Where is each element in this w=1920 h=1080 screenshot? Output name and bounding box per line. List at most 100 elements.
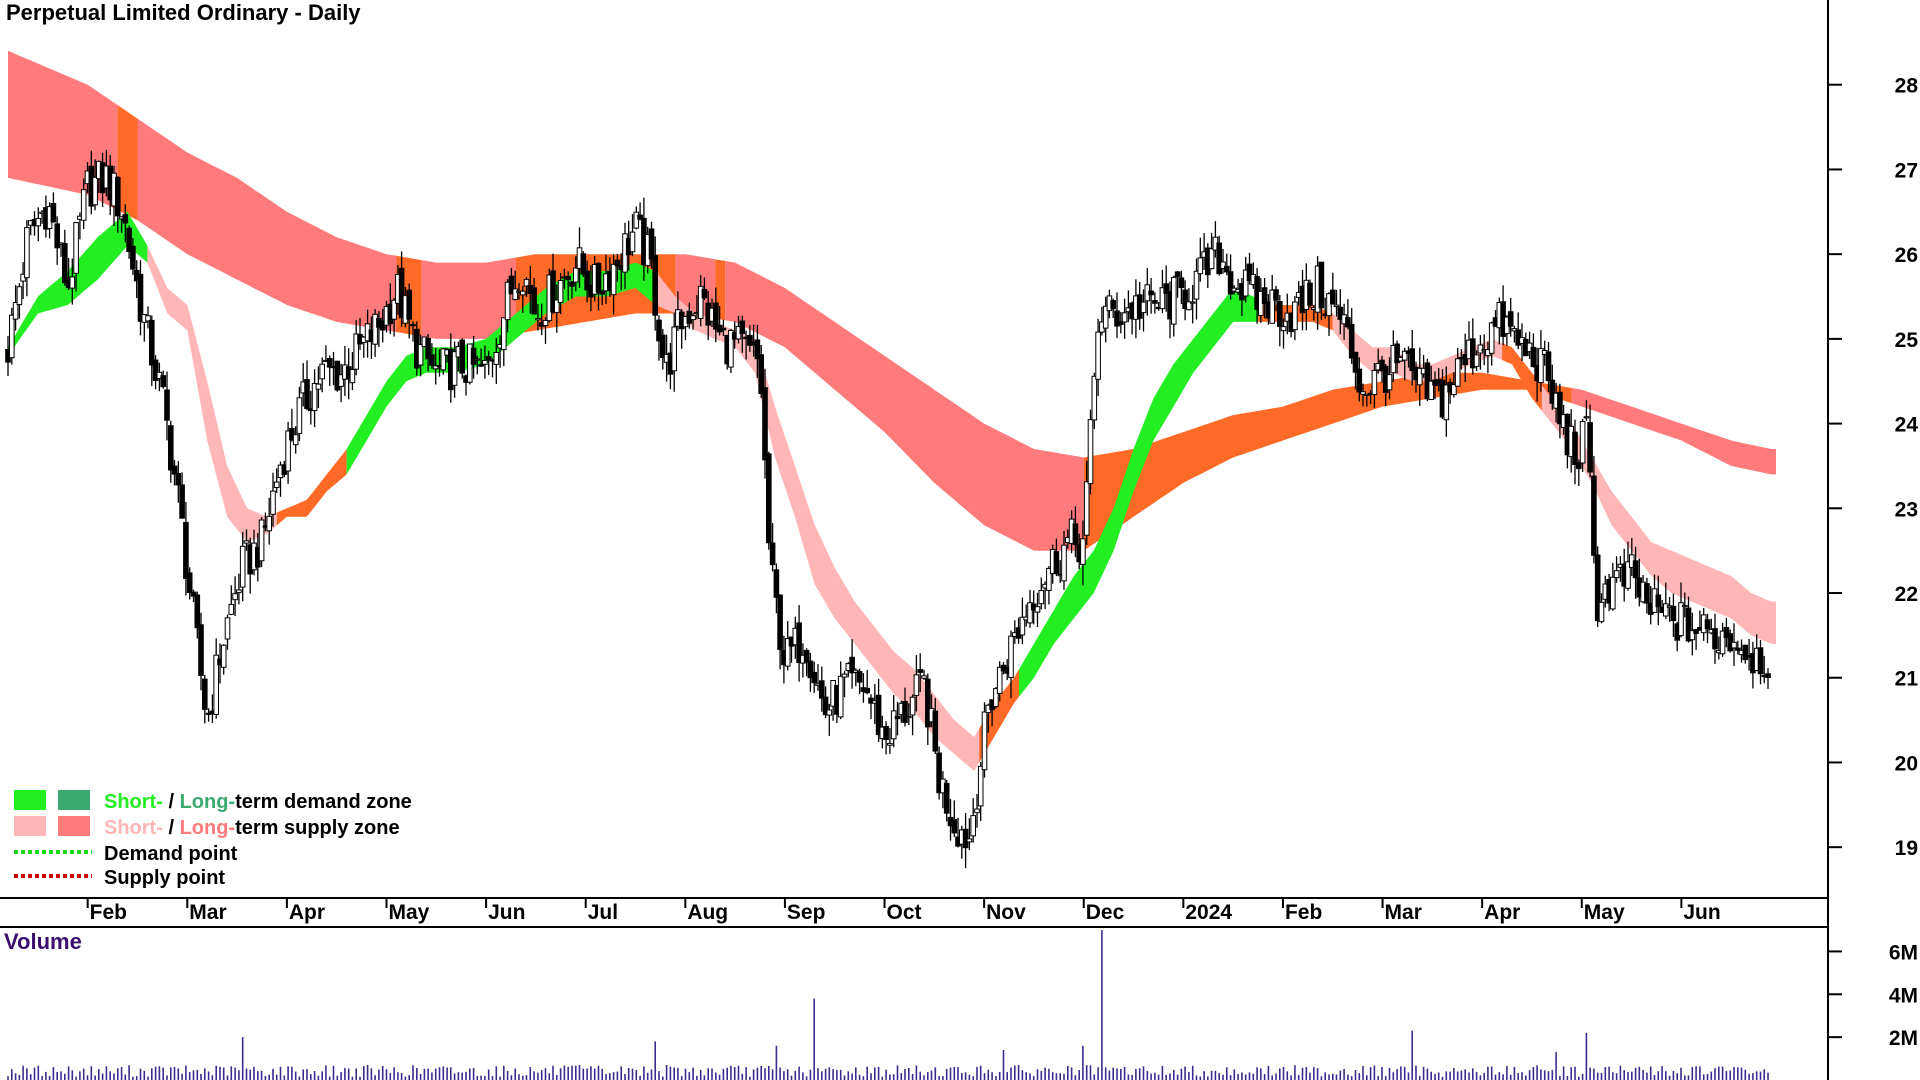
long-term-zone-segment-1 bbox=[117, 105, 138, 221]
candle bbox=[1307, 279, 1313, 308]
candle bbox=[1632, 546, 1639, 599]
candle-body bbox=[1178, 277, 1185, 289]
candle-body bbox=[315, 383, 322, 390]
candle bbox=[951, 800, 958, 837]
candle bbox=[1220, 248, 1226, 274]
month-tick-label: Mar bbox=[1385, 901, 1422, 924]
candle-body bbox=[285, 430, 291, 472]
candle-body bbox=[160, 375, 166, 388]
candle-body bbox=[1330, 289, 1336, 305]
candle-body bbox=[883, 726, 889, 740]
candle bbox=[535, 304, 541, 331]
candle-body bbox=[1246, 263, 1253, 282]
candle bbox=[1765, 668, 1771, 689]
candle bbox=[906, 703, 912, 725]
candle bbox=[819, 666, 825, 712]
candle bbox=[1091, 372, 1098, 429]
candle bbox=[501, 317, 507, 367]
candle bbox=[523, 277, 530, 297]
candle-body bbox=[610, 263, 617, 296]
candle-body bbox=[1712, 628, 1718, 650]
candle bbox=[1530, 333, 1537, 368]
candle bbox=[183, 501, 189, 596]
candle-body bbox=[440, 348, 447, 371]
candle-body bbox=[122, 214, 129, 224]
volume-panel-title: Volume bbox=[4, 929, 82, 954]
candle-body bbox=[417, 344, 424, 366]
candle bbox=[1345, 299, 1351, 330]
price-tick-label: 24 bbox=[1895, 414, 1919, 437]
candle bbox=[459, 338, 465, 379]
candle bbox=[747, 325, 753, 352]
candle-body bbox=[202, 678, 208, 710]
candle bbox=[981, 702, 988, 778]
candle-body bbox=[232, 593, 238, 601]
candle-body bbox=[1731, 641, 1737, 649]
candle-body bbox=[1189, 301, 1196, 304]
candle-body bbox=[1454, 358, 1461, 387]
candle bbox=[80, 178, 87, 229]
candle-body bbox=[599, 291, 606, 295]
candle bbox=[758, 345, 765, 399]
candle-body bbox=[1114, 310, 1120, 327]
candle-body bbox=[485, 356, 492, 361]
candle-body bbox=[1670, 605, 1677, 622]
candle-body bbox=[784, 638, 791, 667]
long-term-zone-segment-9 bbox=[1083, 372, 1572, 551]
candle-body bbox=[1356, 368, 1363, 393]
candle-body bbox=[1610, 576, 1616, 610]
candle-body bbox=[1360, 391, 1366, 395]
candle bbox=[50, 192, 57, 223]
candle-body bbox=[1591, 475, 1597, 556]
candle bbox=[1171, 275, 1177, 337]
candle bbox=[784, 621, 791, 671]
candle-body bbox=[1545, 351, 1552, 381]
candle bbox=[803, 648, 810, 677]
price-tick-label: 21 bbox=[1895, 668, 1919, 691]
candle-body bbox=[12, 302, 19, 320]
candle-body bbox=[849, 656, 855, 674]
candle bbox=[16, 283, 23, 319]
short-term-zone-segment-1 bbox=[147, 245, 277, 543]
candle-body bbox=[175, 473, 182, 486]
candle-body bbox=[326, 358, 333, 368]
candle bbox=[213, 638, 219, 719]
candle-body bbox=[1277, 301, 1283, 327]
candle-body bbox=[993, 688, 999, 707]
candle-body bbox=[739, 320, 746, 335]
candle bbox=[285, 421, 291, 484]
candle-body bbox=[171, 465, 178, 475]
candle-body bbox=[1371, 370, 1378, 396]
candle bbox=[1178, 270, 1185, 304]
candle-body bbox=[311, 383, 318, 412]
candle bbox=[1678, 582, 1684, 638]
legend-supply-point: Supply point bbox=[104, 867, 225, 889]
candle-body bbox=[966, 838, 973, 843]
candle bbox=[1583, 400, 1590, 421]
candle-body bbox=[1557, 391, 1563, 425]
candle bbox=[822, 686, 829, 718]
legend-demand-suffix: term demand zone bbox=[235, 791, 412, 813]
candle bbox=[391, 298, 397, 337]
candle-body bbox=[1345, 317, 1351, 328]
candle-body bbox=[803, 649, 810, 663]
candle bbox=[1644, 577, 1650, 614]
candle-body bbox=[228, 603, 235, 615]
candle bbox=[205, 708, 212, 722]
candle bbox=[504, 279, 511, 333]
candle bbox=[557, 272, 564, 315]
candle bbox=[1409, 329, 1416, 386]
candle bbox=[1087, 409, 1094, 495]
candle bbox=[1371, 363, 1378, 408]
candle bbox=[164, 371, 170, 441]
long-term-zone-segment-2 bbox=[137, 118, 397, 333]
candle-body bbox=[92, 176, 98, 206]
candle bbox=[841, 671, 848, 698]
candle bbox=[202, 675, 208, 724]
candle-body bbox=[432, 365, 439, 370]
candle-body bbox=[1451, 384, 1457, 396]
candle bbox=[470, 335, 477, 379]
legend-supply-sep: / bbox=[163, 817, 180, 839]
candle-body bbox=[520, 290, 526, 296]
